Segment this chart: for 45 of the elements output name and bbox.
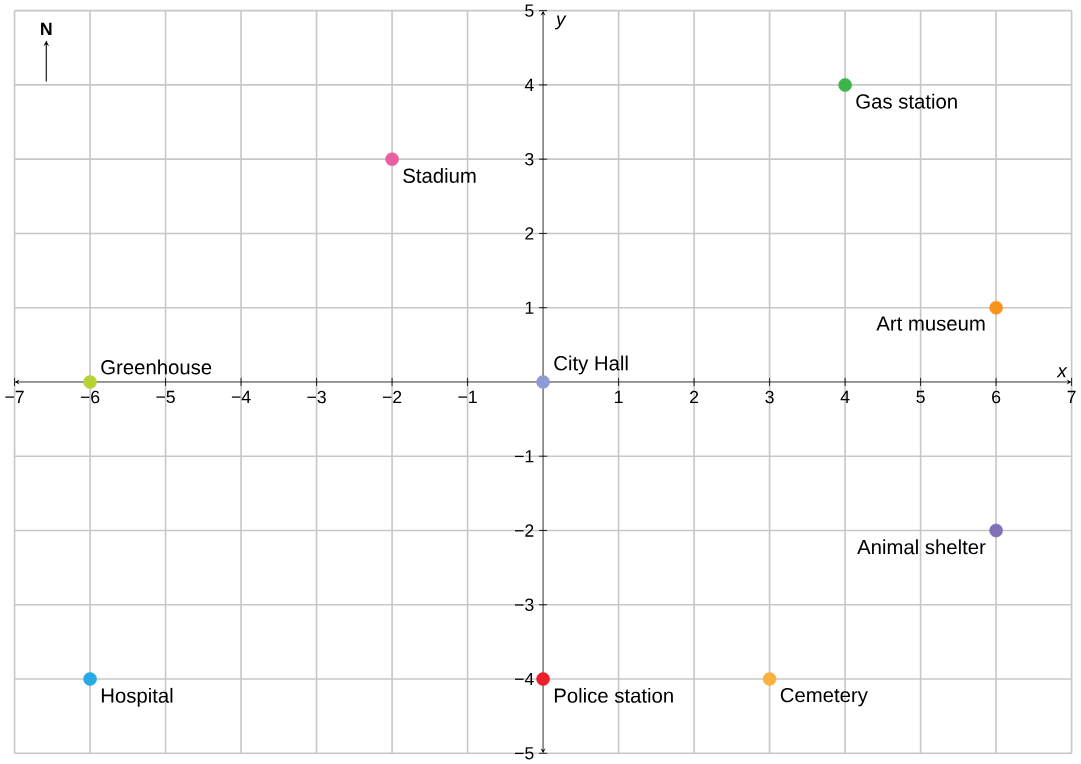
x-tick-label: −2 [382,390,402,404]
series-label: Cemetery [780,687,868,707]
x-tick-label: 4 [840,390,850,403]
series-label: Gas station [856,93,957,109]
point [838,78,852,92]
x-tick-label: −3 [307,390,326,404]
y-tick-label: −3 [515,598,534,612]
series-label: Art museum [876,316,985,331]
x-tick-label: 5 [916,390,925,404]
y-tick-label: −5 [515,747,534,760]
x-axis-title: x [1056,367,1068,378]
point [83,672,97,686]
point [536,672,550,686]
y-tick-label: 5 [525,4,534,17]
series-label: Police station [554,687,673,703]
series-label: Stadium [403,168,476,183]
x-tick-label: 7 [1067,390,1076,403]
x-tick-label: −4 [231,390,251,403]
y-axis-title: y [554,15,567,30]
y-tick-label: −1 [515,450,534,463]
x-tick-label: −1 [458,390,477,403]
y-tick-label: −2 [515,524,534,537]
x-tick-label: 6 [992,390,1001,404]
series-label: Animal shelter [857,539,986,555]
series-label: City Hall [554,355,628,375]
annotation: N [41,22,52,35]
y-tick-label: 4 [524,78,534,91]
x-tick-label: 1 [615,390,623,403]
point [83,375,97,389]
point [536,375,550,389]
x-tick-label: −7 [5,390,24,403]
point [385,152,399,166]
y-tick-label: 3 [525,152,534,166]
x-tick-label: −5 [156,390,175,404]
series-label: Hospital [101,687,173,707]
y-tick-label: −4 [515,672,534,686]
x-tick-label: −6 [80,390,100,404]
series-label: Greenhouse [101,359,212,375]
x-tick-label: 2 [690,390,699,404]
y-tick-label: 2 [525,227,534,240]
x-tick-label: 3 [765,390,774,404]
y-tick-label: 1 [525,301,534,314]
point [762,672,777,686]
point [989,523,1003,538]
point [989,300,1003,315]
